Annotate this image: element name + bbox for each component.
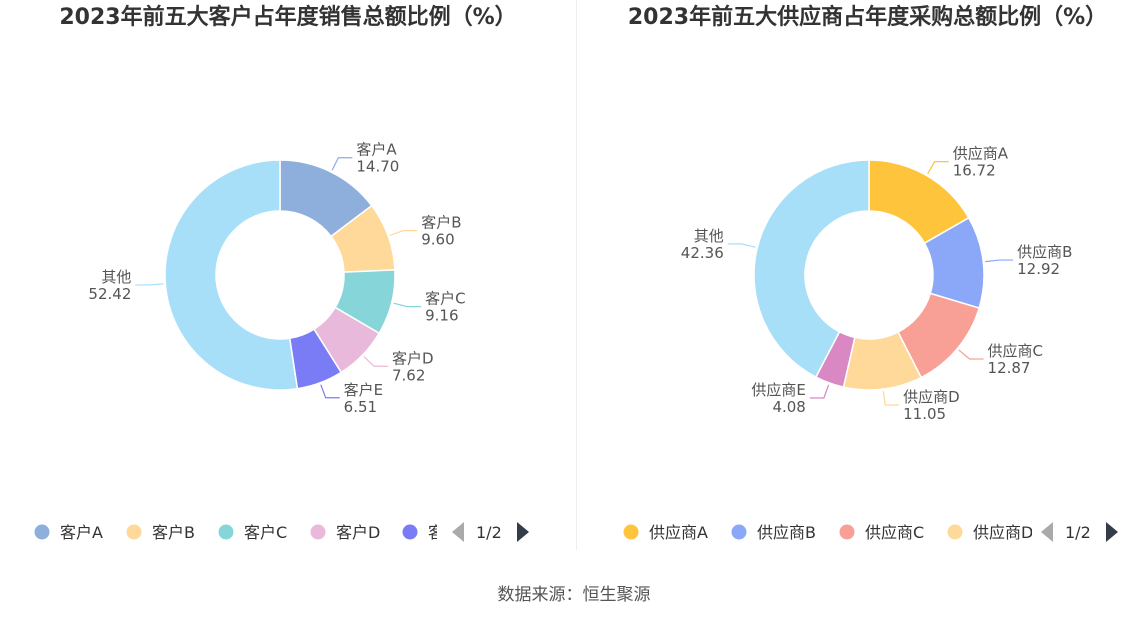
legend-marker-客户B[interactable] bbox=[126, 524, 142, 540]
slice-value-供应商E: 4.08 bbox=[772, 398, 805, 416]
slice-value-供应商D: 11.05 bbox=[903, 405, 946, 423]
legend-next-page-arrow-icon[interactable] bbox=[517, 522, 529, 542]
legend-item-客户B[interactable]: 客户B bbox=[152, 523, 195, 542]
legend-marker-客户C[interactable] bbox=[218, 524, 234, 540]
slice-label-其他: 其他 bbox=[694, 227, 724, 245]
legend-marker-供应商A[interactable] bbox=[623, 524, 639, 540]
legend-page-indicator: 1/2 bbox=[1065, 523, 1091, 542]
slice-value-其他: 52.42 bbox=[88, 285, 131, 303]
leader-line-供应商A bbox=[927, 161, 949, 175]
slice-label-供应商C: 供应商C bbox=[988, 342, 1043, 360]
leader-line-供应商B bbox=[985, 259, 1014, 263]
leader-line-供应商C bbox=[958, 349, 984, 360]
slice-label-客户B: 客户B bbox=[421, 214, 461, 232]
supplier-chart-panel: 2023年前五大供应商占年度采购总额比例（%） 供应商A 16.72 供应商B 12.… bbox=[577, 0, 1148, 550]
legend-marker-客户A[interactable] bbox=[34, 524, 50, 540]
supplier-donut-chart: 供应商A16.72供应商B12.92供应商C12.87供应商D11.05供应商E… bbox=[623, 145, 1118, 542]
legend-item-客户D[interactable]: 客户D bbox=[336, 523, 380, 542]
leader-line-其他 bbox=[727, 243, 756, 248]
legend-page-indicator: 1/2 bbox=[476, 523, 502, 542]
leader-line-客户A bbox=[331, 157, 353, 171]
slice-value-其他: 42.36 bbox=[681, 244, 724, 262]
legend-item-客户A[interactable]: 客户A bbox=[60, 523, 103, 542]
slice-label-供应商D: 供应商D bbox=[903, 388, 960, 406]
legend-marker-客户E[interactable] bbox=[402, 524, 418, 540]
pie-slice-其他[interactable] bbox=[753, 159, 870, 379]
legend: 供应商A 供应商B 供应商C 供应商D bbox=[623, 523, 1033, 542]
legend-prev-page-arrow-icon[interactable] bbox=[452, 522, 464, 542]
legend: 客户A 客户B 客户C 客户D 客户E bbox=[34, 523, 470, 542]
slice-label-客户E: 客户E bbox=[344, 381, 383, 399]
legend-item-供应商D[interactable]: 供应商D bbox=[973, 523, 1033, 542]
slice-label-客户C: 客户C bbox=[425, 290, 465, 308]
slice-value-供应商B: 12.92 bbox=[1017, 260, 1060, 278]
legend-item-供应商C[interactable]: 供应商C bbox=[865, 523, 924, 542]
customer-chart-panel: 2023年前五大客户占年度销售总额比例（%） 客户A 14.70 客户B 9.60 客户… bbox=[0, 0, 576, 550]
leader-line-客户E bbox=[320, 384, 340, 399]
legend-marker-供应商C[interactable] bbox=[839, 524, 855, 540]
legend-prev-page-arrow-icon[interactable] bbox=[1041, 522, 1053, 542]
legend-item-客户C[interactable]: 客户C bbox=[244, 523, 287, 542]
slice-value-客户A: 14.70 bbox=[356, 158, 399, 176]
slice-label-供应商E: 供应商E bbox=[751, 381, 805, 399]
leader-line-客户B bbox=[389, 230, 418, 236]
legend-item-客户E[interactable]: 客户E bbox=[428, 523, 470, 542]
slice-label-其他: 其他 bbox=[101, 268, 131, 286]
slice-label-供应商B: 供应商B bbox=[1017, 243, 1072, 261]
slice-value-客户E: 6.51 bbox=[344, 398, 377, 416]
slice-label-客户A: 客户A bbox=[356, 141, 397, 159]
legend-item-供应商B[interactable]: 供应商B bbox=[757, 523, 816, 542]
slice-value-客户D: 7.62 bbox=[392, 366, 425, 384]
leader-line-供应商D bbox=[882, 391, 900, 406]
slice-label-客户D: 客户D bbox=[392, 349, 434, 367]
leader-line-其他 bbox=[135, 283, 164, 286]
legend-marker-客户D[interactable] bbox=[310, 524, 326, 540]
slice-value-供应商A: 16.72 bbox=[953, 162, 996, 180]
leader-line-客户D bbox=[363, 356, 388, 367]
leader-line-客户C bbox=[393, 302, 422, 308]
legend-marker-供应商D[interactable] bbox=[947, 524, 963, 540]
slice-value-客户B: 9.60 bbox=[421, 231, 454, 249]
legend-marker-供应商B[interactable] bbox=[731, 524, 747, 540]
data-source-note: 数据来源：恒生聚源 bbox=[497, 585, 651, 605]
customer-donut-chart: 客户A14.70客户B9.60客户C9.16客户D7.62客户E6.51其他52… bbox=[34, 141, 529, 542]
pie-slice-其他[interactable] bbox=[164, 159, 299, 391]
slice-label-供应商A: 供应商A bbox=[953, 145, 1009, 163]
panel-divider bbox=[576, 0, 577, 550]
chart-title-customers: 2023年前五大客户占年度销售总额比例（%） bbox=[59, 5, 517, 30]
legend-next-page-arrow-icon[interactable] bbox=[1106, 522, 1118, 542]
leader-line-供应商E bbox=[809, 384, 830, 399]
legend-item-供应商A[interactable]: 供应商A bbox=[649, 523, 708, 542]
slice-value-客户C: 9.16 bbox=[425, 307, 458, 325]
slice-value-供应商C: 12.87 bbox=[988, 359, 1031, 377]
chart-title-suppliers: 2023年前五大供应商占年度采购总额比例（%） bbox=[627, 5, 1108, 30]
